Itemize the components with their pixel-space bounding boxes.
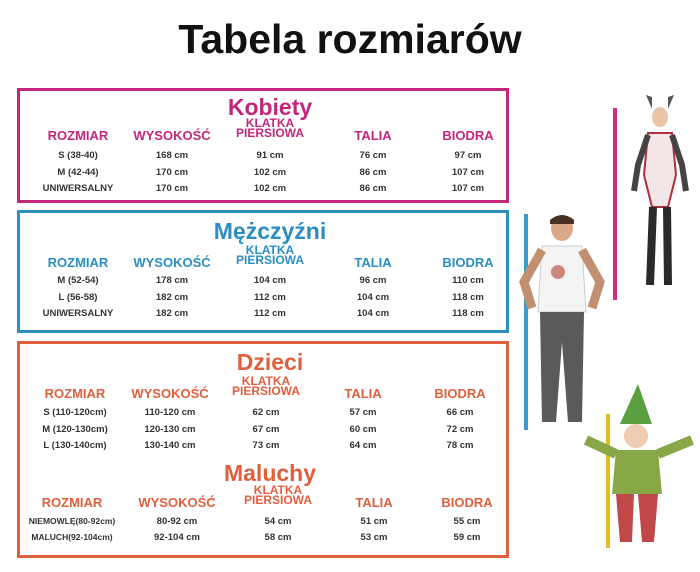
size-value: 92-104 cm [154,532,200,543]
size-value: 110-120 cm [144,407,196,418]
header-rozmiar: ROZMIAR [44,386,106,401]
size-label: M (42-44) [57,167,99,178]
section-title: Mężczyźni [213,218,327,244]
size-value: 170 cm [155,167,189,178]
header-biodra: BIODRA [442,128,494,143]
header-klatka-piersiowa: KLATKA PIERSIOWA [235,243,304,267]
size-label: UNIWERSALNY [42,183,114,194]
size-value: 54 cm [264,516,292,527]
section-title: Dzieci [236,349,304,375]
size-label: L (130-140cm) [43,440,107,451]
box-kobiety [17,88,509,203]
size-value: 107 cm [451,183,485,194]
header-talia: TALIA [344,386,382,401]
size-value: 170 cm [155,183,189,194]
size-value: 73 cm [252,440,280,451]
header-klatka-piersiowa: KLATKA PIERSIOWA [235,116,304,140]
section-title: Kobiety [227,94,313,120]
header-wysokosc: WYSOKOŚĆ [131,386,209,401]
size-value: 120-130 cm [144,424,196,435]
header-rozmiar: ROZMIAR [41,495,103,510]
size-value: 96 cm [359,275,387,286]
size-value: 86 cm [359,167,387,178]
size-value: 58 cm [264,532,292,543]
size-value: 67 cm [252,424,280,435]
size-value: 110 cm [452,275,484,286]
header-rozmiar: ROZMIAR [47,128,109,143]
size-value: 78 cm [446,440,474,451]
size-value: 102 cm [253,183,287,194]
header-klatka-piersiowa: KLATKA PIERSIOWA [231,374,300,398]
size-value: 59 cm [453,532,481,543]
page-title: Tabela rozmiarów [178,16,522,62]
header-wysokosc: WYSOKOŚĆ [133,255,211,270]
size-value: 76 cm [359,150,387,161]
size-value: 102 cm [253,167,287,178]
size-label: UNIWERSALNY [42,308,114,319]
size-label: NIEMOWLĘ(80-92cm) [28,516,116,526]
pole-pink [613,108,617,300]
size-value: 60 cm [349,424,377,435]
size-value: 130-140 cm [144,440,196,451]
box-mezczyzni [17,210,509,333]
size-value: 104 cm [356,292,390,303]
size-label: S (110-120cm) [43,407,107,418]
size-label: M (120-130cm) [42,424,108,435]
pole-yellow [606,414,610,548]
size-value: 168 cm [155,150,189,161]
size-value: 97 cm [454,150,482,161]
header-rozmiar: ROZMIAR [47,255,109,270]
woman-costume-illustration [631,95,689,286]
size-value: 53 cm [360,532,388,543]
size-value: 72 cm [446,424,474,435]
size-value: 178 cm [155,275,189,286]
size-label: L (56-58) [58,292,98,303]
header-wysokosc: WYSOKOŚĆ [133,128,211,143]
size-value: 104 cm [253,275,287,286]
size-value: 104 cm [356,308,390,319]
size-label: S (38-40) [58,150,98,161]
size-value: 51 cm [360,516,388,527]
size-label: M (52-54) [57,275,99,286]
size-value: 62 cm [252,407,280,418]
size-value: 64 cm [349,440,377,451]
man-costume-illustration [519,215,605,422]
section-title: Maluchy [223,460,317,486]
size-value: 86 cm [359,183,387,194]
size-value: 118 cm [452,308,484,319]
box-dzieci [17,341,509,558]
header-klatka-piersiowa: KLATKA PIERSIOWA [243,483,312,507]
size-value: 107 cm [451,167,485,178]
size-value: 80-92 cm [156,516,198,527]
size-value: 55 cm [453,516,481,527]
header-wysokosc: WYSOKOŚĆ [138,495,216,510]
size-value: 182 cm [155,308,189,319]
size-label: MALUCH(92-104cm) [31,532,113,542]
header-biodra: BIODRA [434,386,486,401]
size-value: 182 cm [155,292,189,303]
size-value: 112 cm [254,292,286,303]
size-value: 57 cm [349,407,377,418]
size-value: 112 cm [254,308,286,319]
child-costume-illustration [583,384,694,542]
pole-blue [524,214,528,430]
size-value: 66 cm [446,407,474,418]
header-biodra: BIODRA [442,255,494,270]
header-talia: TALIA [354,255,392,270]
size-value: 118 cm [452,292,484,303]
header-talia: TALIA [354,128,392,143]
size-value: 91 cm [256,150,284,161]
header-biodra: BIODRA [441,495,493,510]
header-talia: TALIA [355,495,393,510]
